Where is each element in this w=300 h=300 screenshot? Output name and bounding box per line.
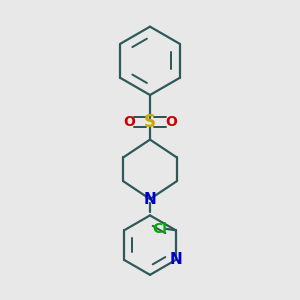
Text: O: O [123,115,135,129]
Text: S: S [144,113,156,131]
Text: Cl: Cl [152,222,167,236]
Text: N: N [169,253,182,268]
Text: N: N [144,191,156,206]
Text: O: O [165,115,177,129]
